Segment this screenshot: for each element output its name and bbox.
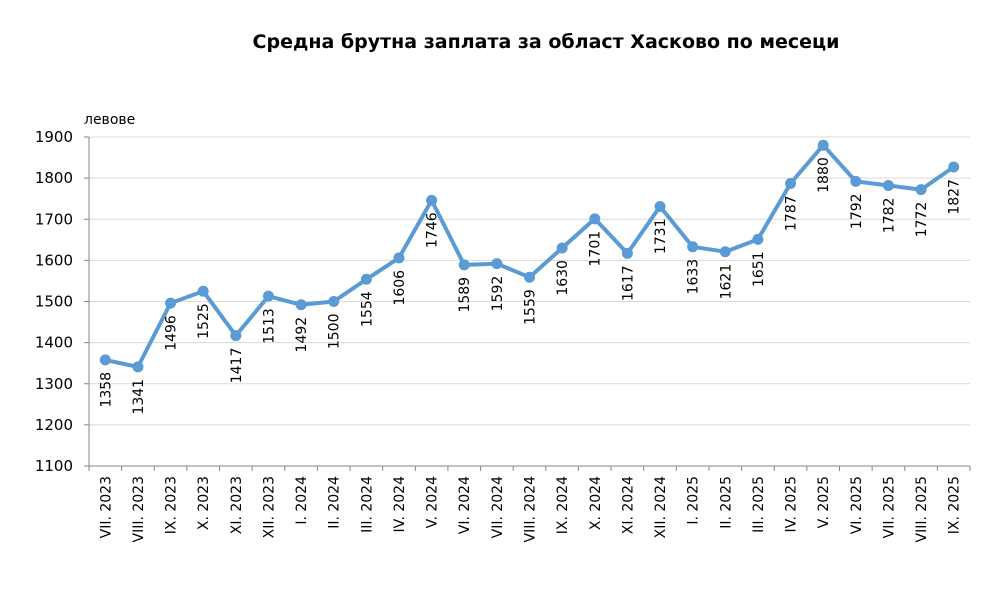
y-axis-ticks: 1100 1200 1300 1400 1500 1600 1700 1800 1900 bbox=[35, 128, 89, 475]
data-label: 1525 bbox=[196, 303, 212, 339]
data-label: 1559 bbox=[523, 289, 539, 325]
data-point bbox=[915, 184, 927, 196]
y-tick-label: 1500 bbox=[35, 293, 73, 311]
data-point bbox=[491, 258, 503, 270]
data-label: 1500 bbox=[327, 314, 343, 350]
data-point bbox=[132, 361, 144, 373]
data-label: 1417 bbox=[229, 348, 245, 384]
x-tick-label: V. 2025 bbox=[816, 476, 832, 528]
data-point bbox=[556, 242, 568, 254]
y-tick-label: 1800 bbox=[35, 169, 73, 187]
x-tick-label: VI. 2025 bbox=[849, 476, 865, 534]
data-point bbox=[393, 252, 405, 264]
x-tick-label: VI. 2024 bbox=[457, 476, 473, 534]
data-label: 1701 bbox=[588, 231, 604, 267]
data-label: 1772 bbox=[914, 202, 930, 238]
data-point bbox=[360, 273, 372, 285]
data-label: 1782 bbox=[881, 198, 897, 234]
y-tick-label: 1700 bbox=[35, 210, 73, 228]
data-point bbox=[948, 161, 960, 173]
data-label: 1592 bbox=[490, 276, 506, 312]
data-point bbox=[817, 139, 829, 151]
x-tick-label: II. 2024 bbox=[327, 476, 343, 529]
data-point bbox=[621, 247, 633, 259]
data-point bbox=[524, 271, 535, 283]
x-tick-label: XI. 2024 bbox=[620, 476, 636, 534]
data-label: 1787 bbox=[784, 195, 800, 231]
data-point bbox=[262, 290, 274, 302]
x-tick-label: I. 2025 bbox=[686, 476, 702, 525]
x-tick-label: II. 2025 bbox=[718, 476, 734, 529]
y-tick-label: 1100 bbox=[35, 457, 73, 475]
data-label: 1651 bbox=[751, 251, 767, 287]
y-axis-unit-label: левове bbox=[84, 112, 135, 128]
data-point bbox=[850, 175, 862, 187]
y-tick-label: 1200 bbox=[35, 416, 73, 434]
data-label: 1589 bbox=[457, 277, 473, 313]
data-label: 1792 bbox=[849, 193, 865, 229]
data-label: 1630 bbox=[555, 260, 571, 296]
data-point bbox=[328, 296, 340, 307]
x-tick-label: IV. 2025 bbox=[784, 476, 800, 532]
data-label: 1496 bbox=[164, 315, 180, 351]
x-tick-label: IX. 2024 bbox=[555, 476, 571, 534]
x-tick-label: IV. 2024 bbox=[392, 476, 408, 533]
data-point bbox=[426, 194, 438, 206]
x-tick-label: V. 2024 bbox=[425, 476, 441, 528]
data-label: 1513 bbox=[261, 308, 277, 344]
data-label: 1341 bbox=[131, 379, 147, 415]
data-point bbox=[589, 213, 601, 225]
data-point bbox=[295, 299, 307, 311]
data-label: 1492 bbox=[294, 317, 310, 353]
data-point bbox=[719, 246, 731, 258]
chart-title: Средна брутна заплата за област Хасково … bbox=[253, 31, 840, 53]
data-label: 1633 bbox=[686, 259, 702, 295]
data-label: 1880 bbox=[816, 157, 832, 193]
data-point bbox=[165, 297, 177, 309]
data-point bbox=[752, 233, 764, 245]
data-label: 1621 bbox=[718, 264, 734, 300]
data-label: 1358 bbox=[98, 372, 114, 408]
x-tick-label: X. 2023 bbox=[196, 476, 212, 530]
data-labels: 1358 1341 1496 1525 1417 1513 1492 1500 1554 1606… bbox=[98, 157, 962, 414]
data-point bbox=[687, 241, 699, 253]
x-tick-label: IX. 2023 bbox=[164, 476, 180, 534]
x-tick-label: VII. 2025 bbox=[881, 476, 897, 538]
x-tick-label: III. 2024 bbox=[359, 476, 375, 533]
y-tick-label: 1300 bbox=[35, 375, 73, 393]
y-tick-label: 1400 bbox=[35, 334, 73, 352]
data-point bbox=[785, 177, 797, 189]
data-point bbox=[197, 285, 209, 297]
x-tick-label: III. 2025 bbox=[751, 476, 767, 533]
x-axis-ticks: VII. 2023 VIII. 2023 IX. 2023 X. 2023 XI. 20… bbox=[88, 466, 971, 543]
x-tick-label: VII. 2024 bbox=[490, 476, 506, 538]
data-label: 1827 bbox=[947, 179, 963, 215]
data-point bbox=[458, 259, 470, 271]
data-label: 1606 bbox=[392, 270, 408, 306]
x-tick-label: VIII. 2023 bbox=[131, 476, 147, 543]
data-label: 1617 bbox=[620, 265, 636, 301]
data-label: 1746 bbox=[425, 212, 441, 248]
gridlines bbox=[89, 136, 970, 426]
y-tick-label: 1600 bbox=[35, 251, 73, 269]
data-point bbox=[882, 180, 894, 192]
x-tick-label: VIII. 2024 bbox=[523, 476, 539, 543]
data-point bbox=[654, 201, 666, 213]
x-tick-label: XII. 2023 bbox=[261, 476, 277, 538]
x-tick-label: X. 2024 bbox=[588, 476, 604, 530]
x-tick-label: I. 2024 bbox=[294, 476, 310, 525]
x-tick-label: XII. 2024 bbox=[653, 476, 669, 538]
data-point bbox=[99, 354, 111, 366]
x-tick-label: VIII. 2025 bbox=[914, 476, 930, 543]
data-label: 1731 bbox=[653, 219, 669, 255]
x-tick-label: XI. 2023 bbox=[229, 476, 245, 534]
data-points bbox=[99, 139, 960, 373]
x-tick-label: IX. 2025 bbox=[947, 476, 963, 534]
data-label: 1554 bbox=[359, 291, 375, 327]
x-tick-label: VII. 2023 bbox=[98, 476, 114, 538]
y-tick-label: 1900 bbox=[35, 128, 73, 146]
data-point bbox=[230, 330, 242, 342]
